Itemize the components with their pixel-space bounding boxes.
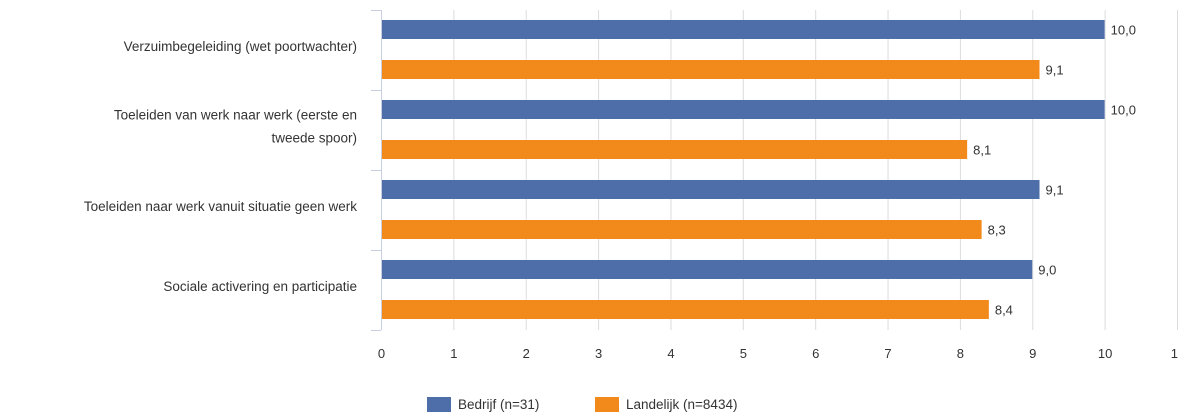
bar bbox=[382, 260, 1033, 279]
x-tick-label: 2 bbox=[523, 346, 530, 361]
x-tick-label: 3 bbox=[595, 346, 602, 361]
data-label: 9,0 bbox=[1038, 263, 1056, 278]
bar bbox=[382, 180, 1040, 199]
category-label: Toeleiden van werk naar werk (eerste en t… bbox=[114, 108, 357, 146]
data-label: 8,1 bbox=[973, 143, 991, 158]
category-label: Sociale activering en participatie bbox=[163, 279, 357, 294]
bar bbox=[382, 100, 1105, 119]
data-label: 9,1 bbox=[1046, 183, 1064, 198]
x-tick-label: 6 bbox=[812, 346, 819, 361]
x-tick-label: 0 bbox=[378, 346, 385, 361]
x-tick-label: 5 bbox=[740, 346, 747, 361]
data-label: 8,3 bbox=[988, 223, 1006, 238]
x-tick-label: 8 bbox=[957, 346, 964, 361]
data-label: 10,0 bbox=[1111, 23, 1136, 38]
x-axis-ticks: 0 1 2 3 4 5 6 7 8 9 10 11 bbox=[378, 346, 1178, 361]
legend-swatch bbox=[595, 397, 619, 412]
x-tick-label: 4 bbox=[667, 346, 674, 361]
legend-label: Landelijk (n=8434) bbox=[626, 397, 737, 412]
bar bbox=[382, 60, 1040, 79]
x-tick-label: 10 bbox=[1098, 346, 1112, 361]
bar bbox=[382, 20, 1105, 39]
legend-swatch bbox=[427, 397, 451, 412]
category-label: Verzuimbegeleiding (wet poortwachter) bbox=[124, 39, 357, 54]
bars: 10,0 9,1 10,0 8,1 9,1 8,3 9,0 8,4 bbox=[382, 20, 1136, 319]
x-tick-label: 7 bbox=[884, 346, 891, 361]
grid-lines bbox=[453, 10, 1178, 330]
data-label: 9,1 bbox=[1046, 63, 1064, 78]
bar bbox=[382, 140, 968, 159]
x-tick-label: 11 bbox=[1171, 346, 1178, 361]
category-labels: Verzuimbegeleiding (wet poortwachter) Toe… bbox=[84, 39, 357, 294]
category-axis bbox=[371, 10, 382, 331]
legend-label: Bedrijf (n=31) bbox=[458, 397, 539, 412]
x-tick-label: 1 bbox=[450, 346, 457, 361]
data-label: 8,4 bbox=[995, 303, 1013, 318]
bar bbox=[382, 300, 989, 319]
category-label: Toeleiden naar werk vanuit situatie geen… bbox=[84, 199, 357, 214]
data-label: 10,0 bbox=[1111, 103, 1136, 118]
bar bbox=[382, 220, 982, 239]
x-tick-label: 9 bbox=[1029, 346, 1036, 361]
legend: Bedrijf (n=31) Landelijk (n=8434) bbox=[427, 397, 737, 412]
